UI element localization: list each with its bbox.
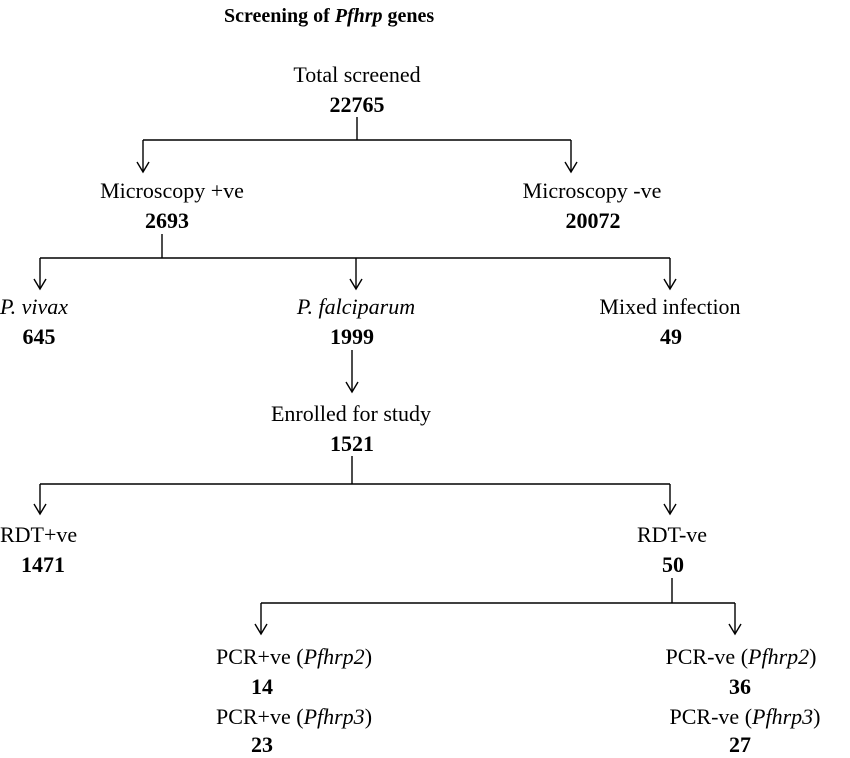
pcr-positive-pfhrp3-label: PCR+ve (Pfhrp3): [215, 704, 373, 729]
rdt-negative-value: 50: [662, 552, 684, 577]
total-screened-value: 22765: [329, 92, 385, 117]
pcr-negative-pfhrp3-value: 27: [729, 732, 751, 757]
diagram-title: Screening of Pfhrp genes: [224, 5, 435, 27]
pcr-negative-pfhrp2-value: 36: [729, 674, 751, 699]
connector-microscopy-pos: [33, 234, 677, 291]
connector-falciparum: [345, 350, 359, 394]
rdt-positive-value: 1471: [21, 552, 65, 577]
connector-enrolled: [33, 456, 677, 516]
p-vivax-label: P. vivax: [0, 294, 69, 319]
mixed-infection-value: 49: [660, 324, 682, 349]
pcr-positive-pfhrp2-label: PCR+ve (Pfhrp2): [215, 644, 373, 669]
pcr-positive-pfhrp3-value: 23: [251, 732, 273, 757]
pcr-negative-pfhrp3-label: PCR-ve (Pfhrp3): [669, 704, 821, 729]
total-screened-label: Total screened: [293, 62, 421, 87]
p-falciparum-value: 1999: [330, 324, 374, 349]
connector-total: [136, 117, 578, 174]
p-falciparum-label: P. falciparum: [296, 294, 416, 319]
microscopy-negative-value: 20072: [565, 208, 621, 233]
p-vivax-value: 645: [22, 324, 56, 349]
mixed-infection-label: Mixed infection: [599, 294, 741, 319]
pcr-negative-pfhrp2-label: PCR-ve (Pfhrp2): [665, 644, 817, 669]
rdt-positive-label: RDT+ve: [0, 522, 78, 547]
enrolled-label: Enrolled for study: [270, 401, 432, 426]
connector-rdt-neg: [254, 578, 742, 636]
microscopy-positive-label: Microscopy +ve: [100, 178, 244, 203]
enrolled-value: 1521: [330, 431, 374, 456]
microscopy-negative-label: Microscopy -ve: [522, 178, 662, 203]
rdt-negative-label: RDT-ve: [636, 522, 708, 547]
microscopy-positive-value: 2693: [145, 208, 189, 233]
pcr-positive-pfhrp2-value: 14: [251, 674, 273, 699]
